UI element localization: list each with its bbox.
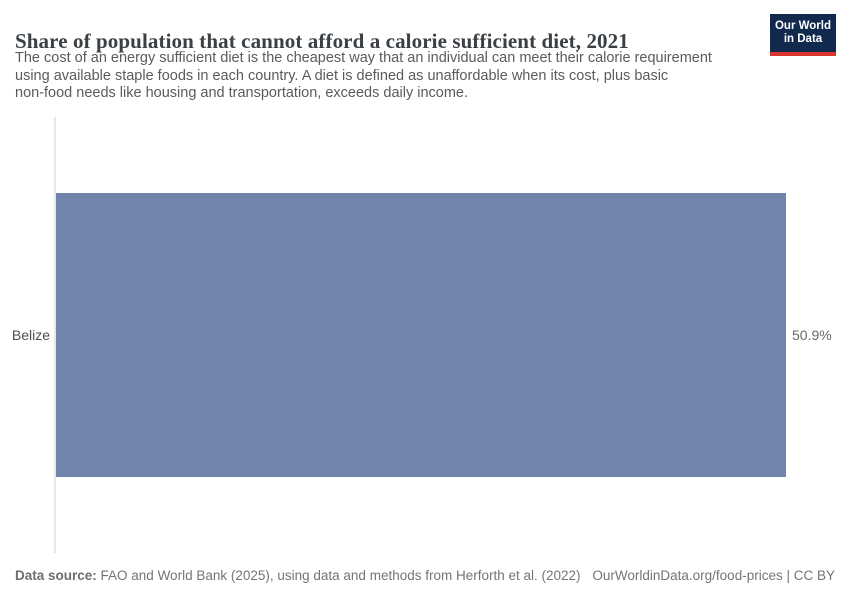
bar-belize[interactable]	[56, 193, 786, 477]
entity-label-belize: Belize	[11, 327, 50, 343]
subtitle-line: non-food needs like housing and transpor…	[15, 85, 469, 101]
footer-links: OurWorldinData.org/food-prices | CC BY	[592, 568, 835, 583]
y-axis-line	[54, 117, 56, 553]
chart-title: Share of population that cannot afford a…	[15, 29, 629, 54]
license-link[interactable]: CC BY	[793, 568, 835, 583]
plot-area	[56, 193, 786, 477]
value-label-belize: 50.9%	[792, 327, 832, 343]
owid-logo[interactable]: Our World in Data	[770, 14, 836, 56]
data-source-label: Data source:	[15, 568, 97, 583]
subtitle-line: The cost of an energy sufficient diet is…	[15, 50, 712, 66]
subtitle-line: using available staple foods in each cou…	[15, 67, 669, 84]
footer-separator: |	[782, 568, 794, 583]
chart-footer: Data source: FAO and World Bank (2025), …	[15, 568, 835, 583]
owid-logo-line1: Our World	[774, 19, 831, 32]
chart-subtitle: The cost of an energy sufficient diet is…	[15, 50, 712, 103]
data-source-note: Data source: FAO and World Bank (2025), …	[15, 568, 581, 583]
data-source-text: FAO and World Bank (2025), using data an…	[96, 568, 581, 583]
owid-logo-line2: in Data	[783, 33, 823, 45]
owid-url-link[interactable]: OurWorldinData.org/food-prices	[592, 568, 783, 583]
